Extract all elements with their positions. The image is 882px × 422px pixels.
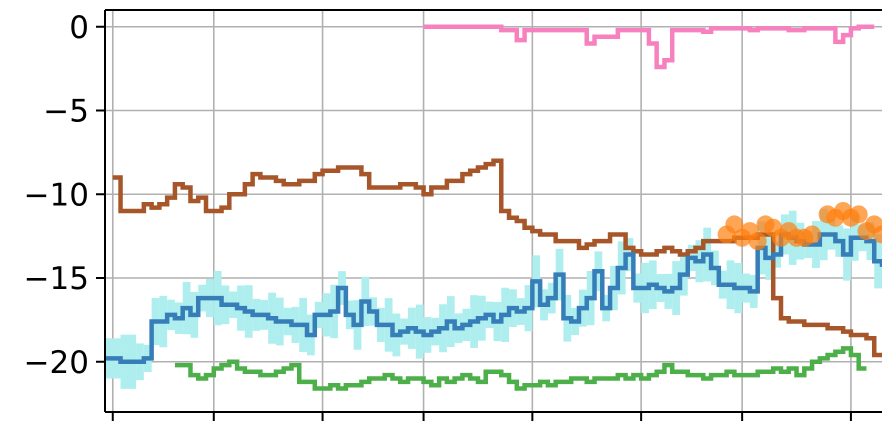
scatter-point [748,232,767,251]
series-line-0 [423,24,875,70]
scatter-point [803,225,822,244]
series-line-2 [105,232,882,364]
y-tick-label: −10 [24,177,89,213]
y-tick-label: −5 [43,94,89,130]
scatter-point [849,205,868,224]
scatter-points [717,202,882,251]
series-lines [105,24,882,391]
axes [104,9,882,413]
y-tick-label: −15 [24,261,89,297]
scatter-point [873,225,882,244]
y-tick-label: 0 [69,10,89,46]
y-tick-label: −20 [24,345,89,381]
ticks: 0 −5 −10 −15 −20 [24,10,852,421]
series-line-3 [174,346,867,391]
scatter-point [725,215,744,234]
